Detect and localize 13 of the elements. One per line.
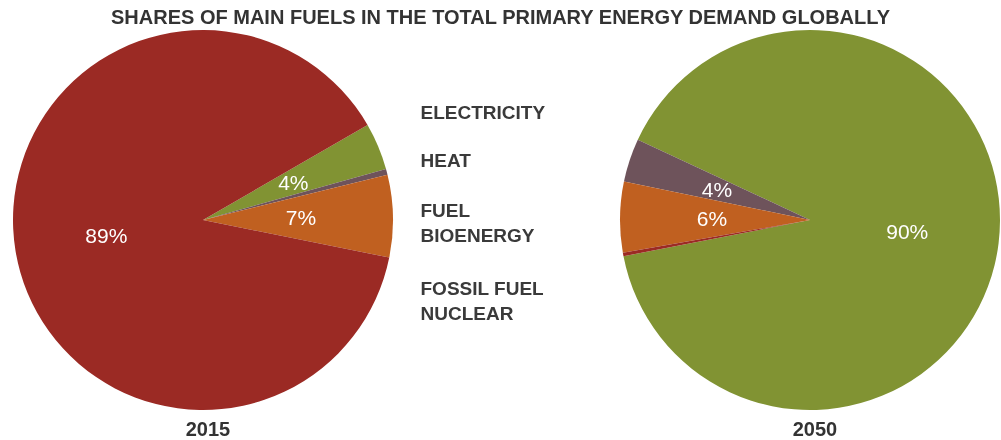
- data-label: 4%: [701, 177, 733, 201]
- slice-label: HEAT: [420, 150, 472, 171]
- data-label: 7%: [285, 206, 317, 230]
- slice-label: 2050: [792, 418, 838, 440]
- chart-title: SHARES OF MAIN FUELS IN THE TOTAL PRIMARY ENERGY DEMAND GLOBALLY: [111, 6, 891, 28]
- slice-label: ELECTRICITY: [420, 102, 546, 123]
- data-label: 4%: [278, 170, 309, 194]
- data-label: 89%: [85, 224, 128, 248]
- slice-label: FUEL BIOENERGY: [420, 200, 535, 246]
- data-label: 6%: [696, 206, 728, 230]
- slice-label: FOSSIL FUEL NUCLEAR: [420, 278, 549, 324]
- slice-label: 2015: [185, 418, 231, 440]
- data-label: 90%: [886, 220, 929, 244]
